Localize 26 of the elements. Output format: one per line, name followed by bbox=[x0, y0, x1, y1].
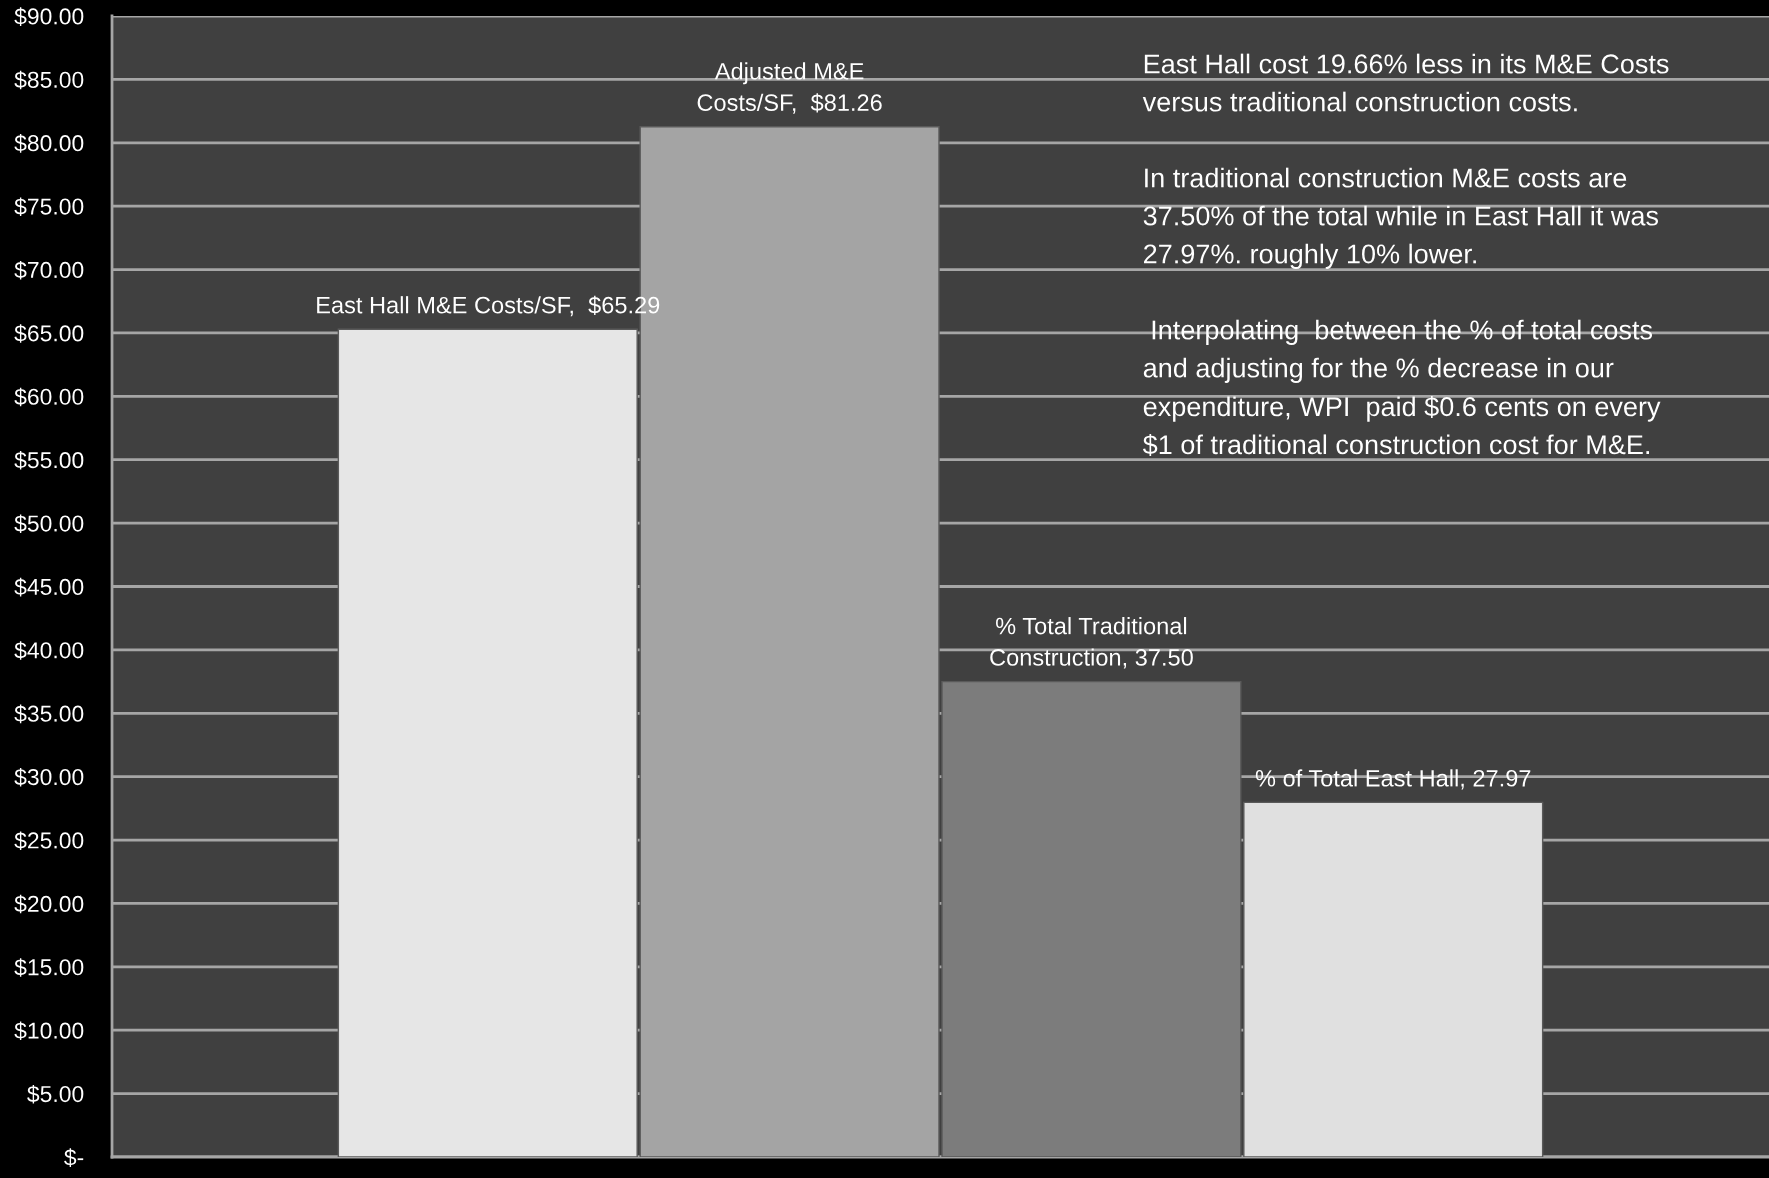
y-tick-label: $45.00 bbox=[14, 577, 84, 597]
y-tick-label: $70.00 bbox=[14, 260, 84, 280]
y-tick-label: $25.00 bbox=[14, 831, 84, 850]
data-label: Adjusted M&E Costs/SF, $81.26 bbox=[697, 62, 882, 114]
data-label: % Total Traditional Construction, 37.50 bbox=[990, 617, 1193, 669]
y-tick-label: $40.00 bbox=[14, 641, 84, 660]
y-tick-label: $5.00 bbox=[27, 1084, 84, 1104]
data-label: East Hall M&E Costs/SF, $65.29 bbox=[317, 295, 660, 317]
y-tick-label: $10.00 bbox=[14, 1021, 84, 1041]
y-tick-label: $20.00 bbox=[14, 894, 84, 914]
y-tick-label: $30.00 bbox=[14, 768, 84, 787]
annotation: Interpolating between the % of total costs and adjusting for the % decrease in our expenditure, WPI paid $0.6 cents on every $1 of traditional construction cost for M&E. bbox=[1142, 319, 1661, 456]
y-tick-label: $50.00 bbox=[14, 514, 84, 533]
y-tick-label: $85.00 bbox=[14, 70, 84, 90]
annotation: East Hall cost 19.66% less in its M&E Costs versus traditional construction costs. bbox=[1142, 53, 1669, 112]
y-tick-label: $80.00 bbox=[14, 134, 84, 153]
y-tick-label: $- bbox=[64, 1148, 84, 1167]
data-label: % of Total East Hall, 27.97 bbox=[1255, 769, 1531, 790]
y-tick-label: $90.00 bbox=[14, 7, 84, 26]
y-tick-label: $65.00 bbox=[14, 324, 84, 343]
annotation: In traditional construction M&E costs are 37.50% of the total while in East Hall it was 27.97%. roughly 10% lower. bbox=[1143, 167, 1659, 269]
y-tick-label: $60.00 bbox=[14, 387, 84, 407]
y-tick-label: $35.00 bbox=[14, 704, 84, 724]
y-tick-label: $75.00 bbox=[14, 197, 84, 217]
y-tick-label: $55.00 bbox=[14, 451, 84, 470]
y-tick-label: $15.00 bbox=[14, 958, 84, 977]
